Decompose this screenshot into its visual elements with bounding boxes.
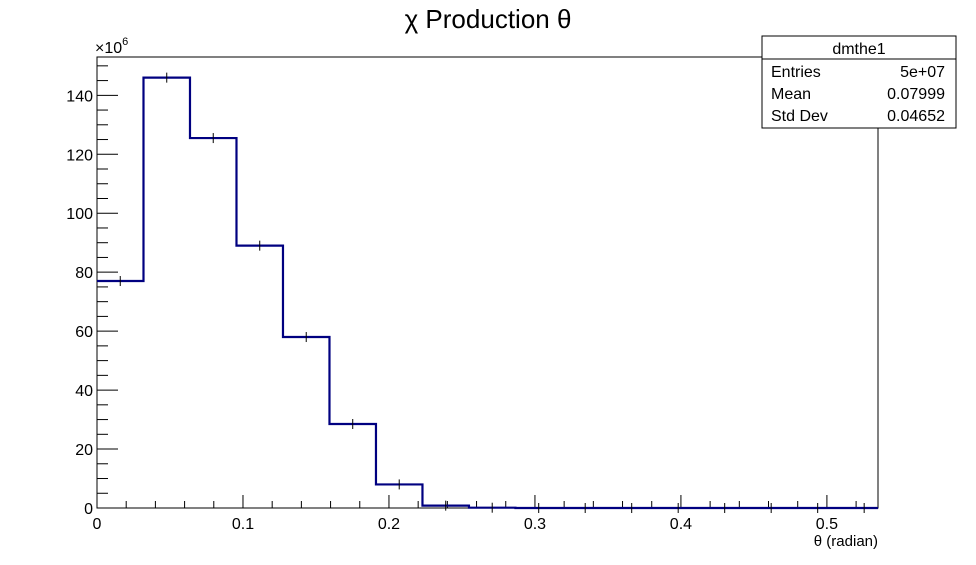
stats-mean-value: 0.07999 (887, 86, 945, 103)
x-tick-label: 0.4 (670, 516, 692, 533)
x-axis-ticks: 0 0.1 0.2 0.3 0.4 0.5 (93, 495, 857, 533)
y-tick-label: 80 (75, 265, 93, 282)
stats-mean-label: Mean (771, 86, 811, 103)
y-multiplier-exponent: 6 (122, 36, 128, 48)
histogram-bins (97, 72, 878, 513)
x-axis-label: θ (radian) (814, 533, 878, 550)
stats-box: dmthe1 Entries 5e+07 Mean 0.07999 Std De… (761, 35, 957, 129)
plot-frame (96, 56, 879, 509)
x-tick-label: 0 (93, 516, 102, 533)
x-tick-label: 0.1 (232, 516, 254, 533)
y-tick-label: 140 (66, 88, 93, 105)
stats-entries-label: Entries (771, 64, 821, 81)
stats-stddev-label: Std Dev (771, 108, 828, 125)
y-axis-ticks: 0 20 40 60 80 100 120 140 (66, 65, 118, 518)
histogram-outline (97, 76, 878, 510)
stats-box-title: dmthe1 (832, 41, 885, 58)
x-tick-label: 0.2 (378, 516, 400, 533)
x-tick-label: 0.3 (524, 516, 546, 533)
chart-title: χ Production θ (405, 4, 572, 34)
y-tick-label: 60 (75, 324, 93, 341)
stats-stddev-value: 0.04652 (887, 108, 945, 125)
y-tick-label: 100 (66, 206, 93, 223)
y-multiplier: ×106 (95, 36, 128, 57)
y-tick-label: 40 (75, 383, 93, 400)
x-tick-label: 0.5 (816, 516, 838, 533)
y-tick-label: 0 (84, 501, 93, 518)
y-tick-label: 20 (75, 442, 93, 459)
stats-entries-value: 5e+07 (900, 64, 945, 81)
y-tick-label: 120 (66, 147, 93, 164)
